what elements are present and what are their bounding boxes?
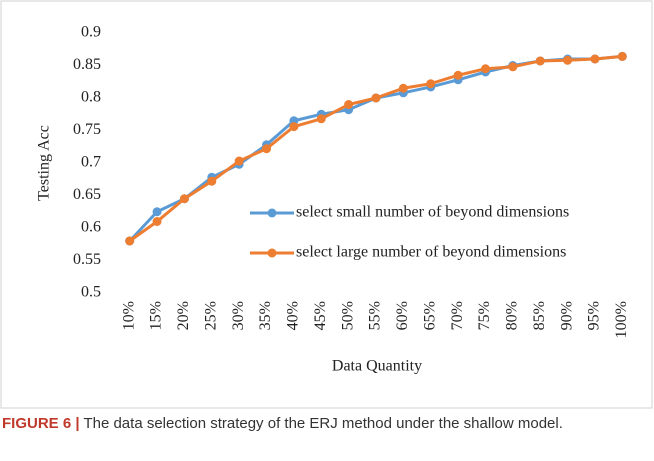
x-tick-label: 65% <box>421 301 438 330</box>
point <box>262 144 272 154</box>
x-tick-label: 20% <box>175 301 192 330</box>
point <box>316 114 326 124</box>
x-tick-label: 15% <box>148 301 165 330</box>
point <box>535 56 545 66</box>
caption-label: FIGURE 6 | <box>2 415 80 432</box>
legend-marker <box>267 248 277 258</box>
point <box>563 55 573 65</box>
y-tick-label: 0.75 <box>73 121 101 138</box>
x-tick-label: 50% <box>339 301 356 330</box>
point <box>508 62 518 72</box>
point <box>152 207 162 217</box>
legend-label: select large number of beyond dimensions <box>296 244 566 261</box>
x-tick-label: 45% <box>312 301 329 330</box>
point <box>125 236 135 246</box>
y-tick-label: 0.65 <box>73 186 101 203</box>
x-tick-label: 90% <box>558 301 575 330</box>
point <box>617 51 627 61</box>
caption-text: The data selection strategy of the ERJ m… <box>83 415 563 432</box>
chart: Testing Acc Data Quantity 0.5 0.55 0.6 0.65… <box>0 0 653 409</box>
point <box>207 176 217 186</box>
point <box>398 83 408 93</box>
point <box>152 217 162 226</box>
y-axis-label: Testing Acc <box>36 125 53 201</box>
x-tick-label: 30% <box>230 301 247 330</box>
y-tick-label: 0.85 <box>73 56 101 73</box>
x-tick-label: 55% <box>367 301 384 330</box>
point <box>480 64 490 74</box>
point <box>234 156 244 166</box>
x-tick-label: 10% <box>120 301 137 330</box>
x-tick-label: 85% <box>531 301 548 330</box>
legend-marker <box>267 208 277 218</box>
x-tick-label: 60% <box>394 301 411 330</box>
x-tick-label: 100% <box>613 301 630 338</box>
x-tick-label: 35% <box>257 301 274 330</box>
point <box>590 54 600 64</box>
x-tick-label: 40% <box>285 301 302 330</box>
y-tick-label: 0.5 <box>81 284 101 301</box>
x-tick-label: 70% <box>449 301 466 330</box>
x-tick-label: 25% <box>202 301 219 330</box>
point <box>426 79 436 89</box>
y-tick-label: 0.7 <box>81 154 101 171</box>
x-axis-label: Data Quantity <box>332 358 422 375</box>
point <box>179 194 189 204</box>
point <box>289 122 299 132</box>
point <box>344 100 354 109</box>
y-tick-label: 0.8 <box>81 89 101 106</box>
x-tick-label: 80% <box>504 301 521 330</box>
y-tick-label: 0.9 <box>81 24 101 41</box>
x-tick-label: 75% <box>476 301 493 330</box>
caption: FIGURE 6 | The data selection strategy o… <box>2 413 642 435</box>
point <box>371 93 381 103</box>
y-tick-label: 0.6 <box>81 219 101 236</box>
legend-label: select small number of beyond dimensions <box>296 204 569 221</box>
frame <box>0 0 653 409</box>
y-tick-label: 0.55 <box>73 251 101 268</box>
x-tick-label: 95% <box>586 301 603 330</box>
point <box>453 70 463 80</box>
